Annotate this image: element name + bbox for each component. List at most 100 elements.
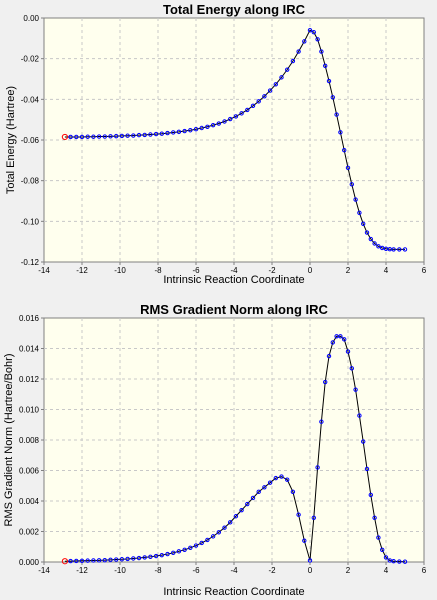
data-point-marker bbox=[391, 559, 396, 564]
data-point-marker bbox=[250, 495, 256, 501]
data-point-marker bbox=[315, 465, 320, 470]
data-point-marker bbox=[171, 130, 176, 135]
data-point-marker bbox=[345, 165, 351, 171]
data-point-marker bbox=[364, 230, 370, 235]
data-point-marker bbox=[228, 116, 233, 122]
data-point-marker bbox=[182, 547, 187, 552]
data-point-marker bbox=[267, 88, 273, 93]
data-point-marker bbox=[210, 122, 216, 128]
data-point-marker bbox=[148, 132, 153, 137]
total-energy-chart: Total Energy along IRC -14 -12 -10 -8 -6 -4 -2 0… bbox=[5, 2, 427, 286]
data-point-marker bbox=[323, 379, 328, 385]
y-tick-label: 0.00 bbox=[23, 14, 39, 23]
data-point-marker bbox=[182, 128, 187, 134]
data-point-marker bbox=[199, 540, 204, 546]
data-point-marker bbox=[136, 132, 142, 138]
data-point-marker bbox=[142, 555, 147, 560]
data-point-marker bbox=[262, 485, 267, 490]
data-point-marker bbox=[279, 474, 284, 479]
data-point-marker bbox=[311, 30, 316, 35]
data-point-marker bbox=[262, 94, 267, 99]
data-point-marker bbox=[131, 556, 136, 561]
data-point-marker bbox=[256, 489, 261, 495]
data-point-marker bbox=[326, 78, 332, 84]
data-point-marker bbox=[91, 558, 96, 563]
y-tick-label: -0.10 bbox=[21, 217, 40, 226]
data-point-marker bbox=[165, 551, 170, 557]
data-point-marker bbox=[368, 236, 373, 242]
y-tick-label: 0.006 bbox=[19, 467, 40, 476]
x-tick-label: -8 bbox=[154, 266, 162, 275]
x-tick-label: -6 bbox=[192, 266, 200, 275]
y-tick-label: 0.000 bbox=[19, 558, 40, 567]
x-tick-label: 2 bbox=[346, 266, 351, 275]
data-point-marker bbox=[239, 507, 244, 513]
data-point-marker bbox=[353, 387, 358, 392]
data-point-marker bbox=[376, 535, 381, 540]
data-point-marker bbox=[334, 112, 339, 117]
data-point-marker bbox=[159, 131, 165, 136]
y-axis-label: RMS Gradient Norm (Hartree/Bohr) bbox=[3, 354, 15, 527]
data-point-marker bbox=[256, 99, 261, 104]
y-tick-label: 0.012 bbox=[19, 375, 40, 384]
data-point-marker bbox=[131, 133, 136, 138]
data-point-marker bbox=[108, 134, 113, 139]
x-tick-label: -12 bbox=[76, 566, 88, 575]
data-point-marker bbox=[397, 247, 402, 252]
data-point-marker bbox=[376, 244, 381, 249]
data-point-marker bbox=[153, 553, 159, 559]
start-point-marker bbox=[61, 558, 69, 565]
data-point-marker bbox=[296, 49, 301, 54]
data-point-marker bbox=[91, 134, 96, 139]
data-point-marker bbox=[171, 550, 176, 556]
data-point-marker bbox=[114, 557, 119, 562]
data-point-marker bbox=[273, 475, 278, 481]
data-point-marker bbox=[79, 134, 85, 140]
data-point-marker bbox=[285, 477, 290, 482]
data-point-marker bbox=[79, 558, 85, 563]
data-point-marker bbox=[222, 525, 227, 530]
data-point-marker bbox=[402, 247, 408, 252]
data-point-marker bbox=[125, 556, 130, 562]
x-axis-label: Intrinsic Reaction Coordinate bbox=[163, 274, 304, 286]
data-point-marker bbox=[361, 439, 366, 444]
data-point-marker bbox=[285, 67, 290, 72]
y-tick-label: 0.010 bbox=[19, 406, 40, 415]
data-point-marker bbox=[349, 182, 354, 187]
data-point-marker bbox=[108, 557, 113, 563]
data-point-marker bbox=[372, 515, 377, 520]
data-point-marker bbox=[380, 245, 385, 251]
y-tick-label: -0.06 bbox=[21, 136, 40, 145]
data-point-marker bbox=[216, 530, 222, 535]
data-point-marker bbox=[222, 119, 227, 124]
data-point-marker bbox=[119, 557, 125, 562]
data-point-marker bbox=[205, 537, 210, 543]
data-point-marker bbox=[193, 127, 199, 132]
data-point-marker bbox=[342, 337, 347, 342]
data-point-marker bbox=[74, 134, 79, 140]
data-point-marker bbox=[357, 413, 362, 418]
data-point-marker bbox=[176, 549, 182, 554]
series-line bbox=[64, 29, 405, 250]
data-point-marker bbox=[387, 558, 392, 563]
data-point-marker bbox=[102, 557, 108, 563]
data-point-marker bbox=[397, 559, 402, 564]
data-point-marker bbox=[233, 114, 239, 119]
data-point-marker bbox=[119, 133, 125, 139]
data-point-marker bbox=[114, 133, 119, 139]
data-point-marker bbox=[245, 501, 250, 507]
x-tick-label: -14 bbox=[38, 566, 50, 575]
data-point-marker bbox=[290, 58, 296, 64]
data-point-marker bbox=[205, 124, 210, 129]
x-tick-label: -2 bbox=[268, 266, 276, 275]
data-point-marker bbox=[307, 558, 313, 563]
data-point-marker bbox=[330, 340, 335, 345]
data-point-marker bbox=[353, 197, 358, 202]
data-point-marker bbox=[380, 547, 385, 552]
x-tick-label: 0 bbox=[308, 266, 313, 275]
data-point-marker bbox=[228, 520, 233, 525]
y-tick-label: 0.002 bbox=[19, 528, 40, 537]
data-point-marker bbox=[319, 49, 324, 54]
data-point-marker bbox=[216, 121, 222, 126]
